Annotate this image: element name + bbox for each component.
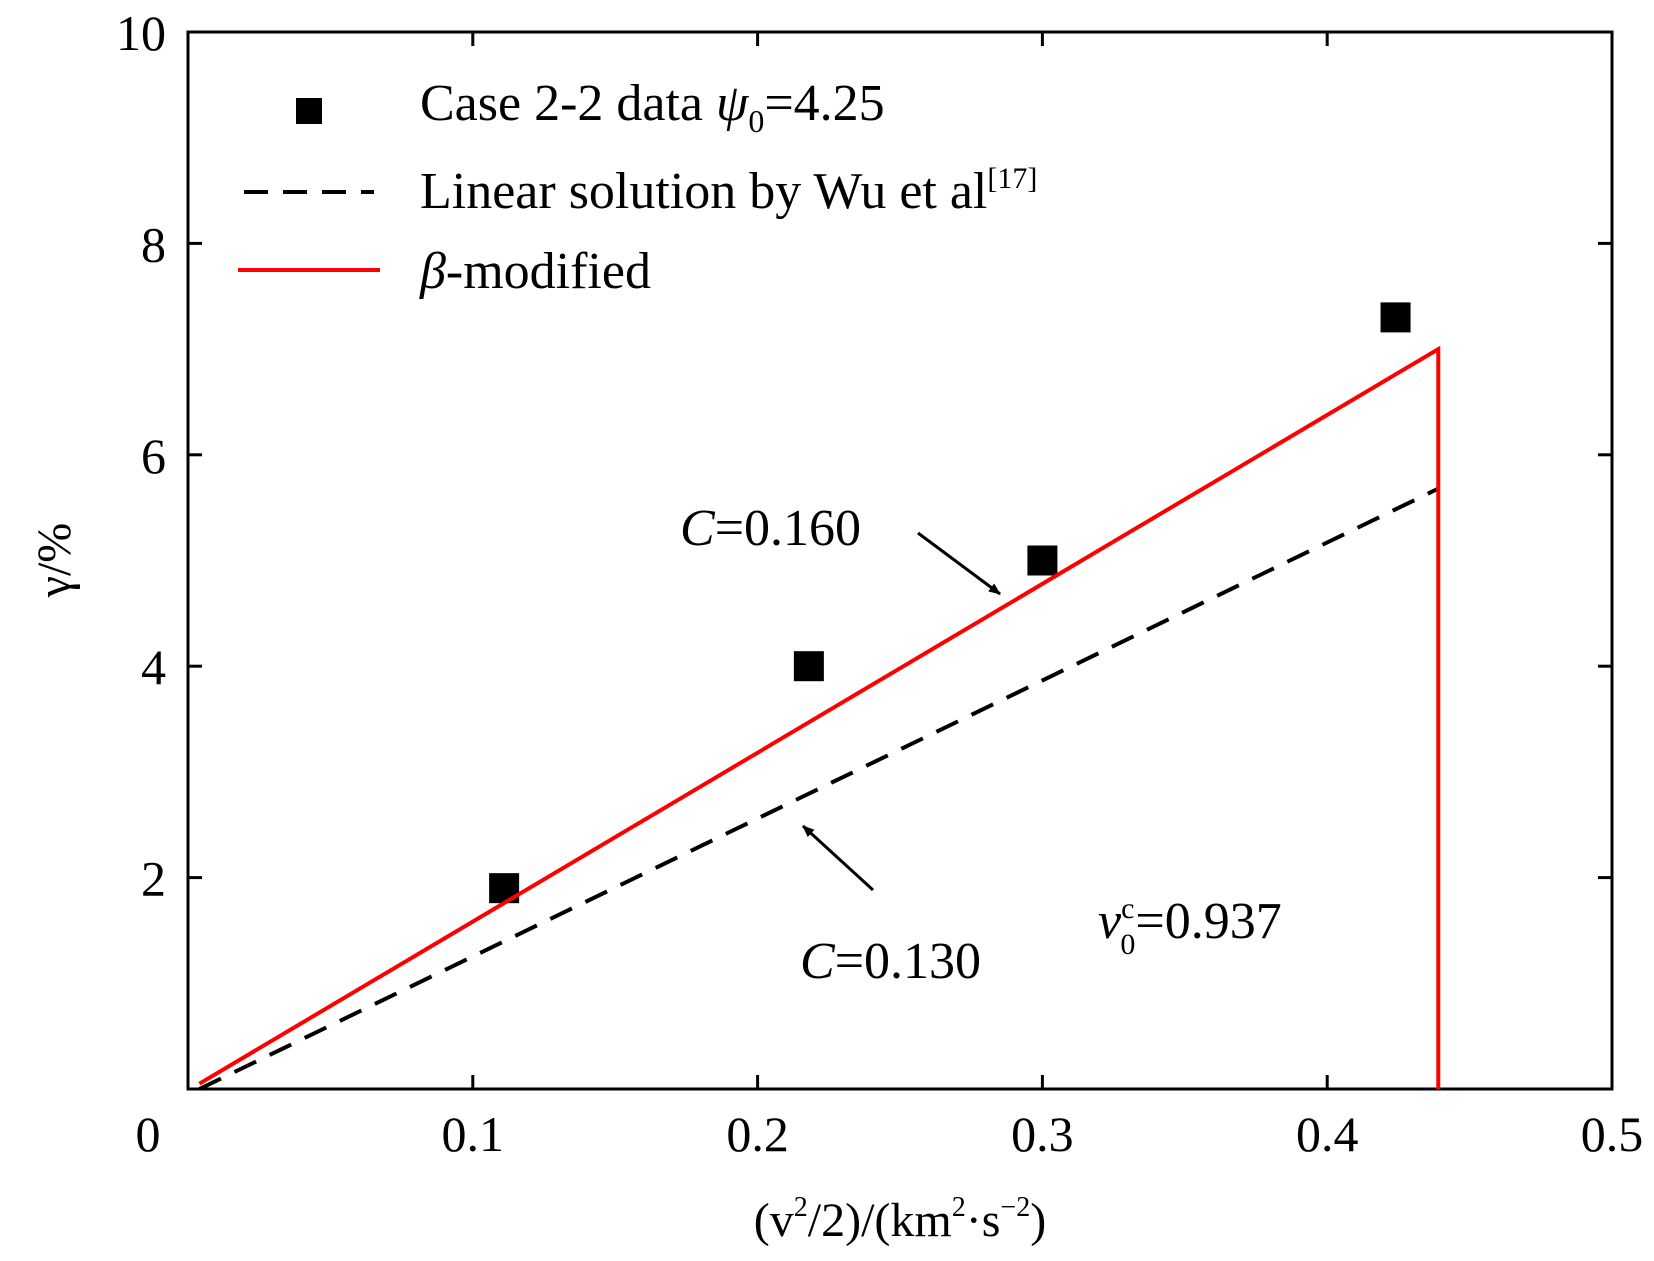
- x-axis-title-main: (v: [754, 1194, 794, 1247]
- legend-scatter-marker: [296, 98, 322, 124]
- x-tick-label: 0.4: [1296, 1106, 1359, 1162]
- x-axis-title-mid: /2)/(km: [808, 1194, 952, 1247]
- series-layer: [198, 302, 1441, 1091]
- legend-dashed-main: Linear solution by Wu et al: [420, 163, 987, 220]
- annotation-v0c-sub: 0: [1120, 928, 1135, 961]
- arrow-c130: [801, 824, 875, 892]
- annotation-c160-value: =0.160: [715, 500, 861, 557]
- y-tick-label: 8: [141, 216, 166, 272]
- x-tick-label: 0: [136, 1106, 161, 1162]
- annotation-c160: C=0.160: [680, 500, 861, 557]
- legend-scatter-sub: 0: [748, 103, 764, 139]
- x-axis-title-sup2: 2: [952, 1192, 966, 1223]
- arrow-c160: [917, 531, 1001, 596]
- legend-scatter-sym: ψ: [716, 75, 750, 132]
- series-line-beta-modified: [198, 345, 1441, 1089]
- x-tick-label: 0.2: [726, 1106, 789, 1162]
- annotation-v0c-value: =0.937: [1135, 893, 1281, 950]
- legend-scatter-post: =4.25: [764, 75, 884, 132]
- data-point: [793, 651, 824, 682]
- legend: Case 2-2 data ψ0=4.25 Linear solution by…: [238, 75, 1037, 300]
- x-axis-title-end: ): [1030, 1194, 1046, 1247]
- data-point: [1027, 545, 1058, 576]
- legend-scatter-pre: Case 2-2 data: [420, 75, 716, 132]
- series-line-linear-solution: [198, 486, 1440, 1091]
- x-tick-label: 0.5: [1581, 1106, 1644, 1162]
- annotation-v0c: vc 0=0.937: [1098, 892, 1282, 961]
- y-axis: 2 4 6 8 10: [116, 5, 1612, 907]
- legend-dashed-label: Linear solution by Wu et al[17]: [420, 162, 1037, 220]
- plot-frame: [186, 30, 1614, 1091]
- legend-red-sym: β: [419, 243, 446, 300]
- y-tick-label: 10: [116, 5, 166, 61]
- x-axis-title-dot: ·s: [966, 1194, 1001, 1247]
- annotation-v0c-symbol: v: [1098, 893, 1122, 950]
- x-tick-label: 0.1: [442, 1106, 505, 1162]
- annotation-c130-symbol: C: [800, 933, 836, 990]
- x-tick-label: 0.3: [1011, 1106, 1074, 1162]
- x-axis: 0 0.1 0.2 0.3 0.4 0.5: [136, 32, 1644, 1162]
- legend-scatter-label: Case 2-2 data ψ0=4.25: [420, 75, 885, 139]
- annotation-c160-symbol: C: [680, 500, 716, 557]
- annotation-c130: C=0.130: [800, 933, 981, 990]
- legend-dashed-sup: [17]: [987, 162, 1037, 195]
- y-tick-label: 4: [141, 639, 166, 695]
- y-tick-label: 6: [141, 428, 166, 484]
- x-axis-title: (v2/2)/(km2·s−2): [754, 1192, 1046, 1247]
- x-axis-title-sup1: 2: [794, 1192, 808, 1223]
- y-axis-title: γ/%: [28, 523, 81, 599]
- annotation-v0c-sup: c: [1121, 892, 1134, 925]
- data-point: [1380, 302, 1411, 333]
- x-axis-title-sup3: −2: [1000, 1192, 1030, 1223]
- legend-red-label: β-modified: [419, 243, 651, 300]
- legend-red-post: -modified: [446, 243, 651, 300]
- annotation-c130-value: =0.130: [835, 933, 981, 990]
- y-tick-label: 2: [141, 851, 166, 907]
